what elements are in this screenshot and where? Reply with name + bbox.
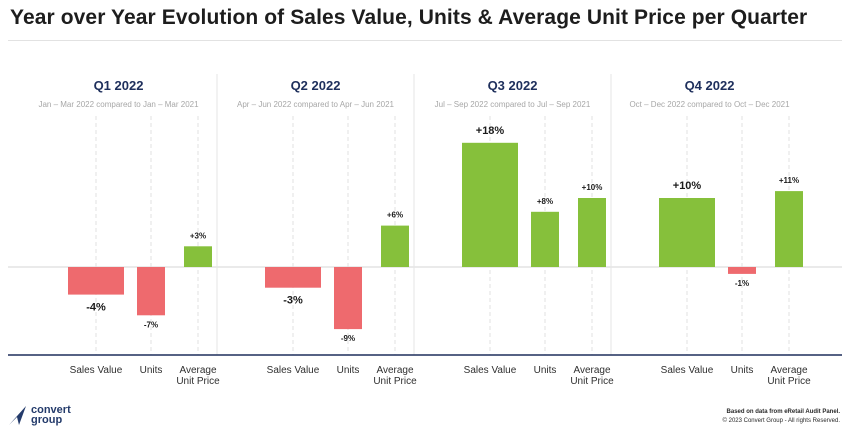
data-label: -3% xyxy=(283,295,303,307)
bar-units xyxy=(728,267,756,274)
data-label: +8% xyxy=(537,197,553,206)
data-label: +10% xyxy=(582,183,603,192)
category-label: Sales Value xyxy=(267,365,320,376)
bar-units xyxy=(334,267,362,330)
footer: Based on data from eRetail Audit Panel. … xyxy=(723,408,840,426)
category-label: Units xyxy=(337,365,360,376)
data-label: -4% xyxy=(86,302,106,314)
bar-average-unit-price xyxy=(184,246,212,267)
data-label: +10% xyxy=(673,180,702,192)
data-label: -1% xyxy=(735,279,749,288)
bar-sales-value xyxy=(659,198,715,267)
data-label: -9% xyxy=(341,334,355,343)
data-label: +18% xyxy=(476,125,505,137)
quarter-title: Q2 2022 xyxy=(291,78,341,93)
quarter-title: Q3 2022 xyxy=(488,78,538,93)
bar-average-unit-price xyxy=(578,198,606,267)
category-label: Average xyxy=(179,365,217,376)
category-label: Average xyxy=(376,365,414,376)
data-label: -7% xyxy=(144,320,158,329)
data-label: +3% xyxy=(190,231,206,240)
footer-copyright: © 2023 Convert Group - All rights Reserv… xyxy=(722,418,840,424)
quarter-title: Q4 2022 xyxy=(685,78,735,93)
bar-sales-value xyxy=(462,142,518,267)
category-label: Average xyxy=(573,365,611,376)
bar-sales-value xyxy=(68,267,124,295)
category-label: Average xyxy=(770,365,808,376)
category-label: Sales Value xyxy=(70,365,123,376)
bar-sales-value xyxy=(265,267,321,288)
category-label: Units xyxy=(140,365,163,376)
category-label: Sales Value xyxy=(464,365,517,376)
category-label: Units xyxy=(534,365,557,376)
category-label: Unit Price xyxy=(767,376,811,387)
category-label: Unit Price xyxy=(373,376,417,387)
footer-source: Based on data from eRetail Audit Panel. xyxy=(726,409,840,415)
quarter-subtitle: Jul – Sep 2022 compared to Jul – Sep 202… xyxy=(435,100,591,109)
category-label: Unit Price xyxy=(176,376,220,387)
data-label: +11% xyxy=(779,176,799,185)
logo-line-2: group xyxy=(31,414,63,426)
bar-average-unit-price xyxy=(381,225,409,267)
title-divider xyxy=(8,40,842,41)
bar-units xyxy=(531,211,559,267)
data-label: +6% xyxy=(387,211,403,220)
quarter-subtitle: Apr – Jun 2022 compared to Apr – Jun 202… xyxy=(237,100,395,109)
quarter-subtitle: Jan – Mar 2022 compared to Jan – Mar 202… xyxy=(38,100,199,109)
quarter-subtitle: Oct – Dec 2022 compared to Oct – Dec 202… xyxy=(629,100,790,109)
convert-group-logo: convert group xyxy=(8,404,71,426)
arrow-pointer-icon xyxy=(9,406,26,425)
bar-average-unit-price xyxy=(775,191,803,267)
logo-line-1: convert xyxy=(31,404,71,416)
category-label: Sales Value xyxy=(661,365,714,376)
bar-units xyxy=(137,267,165,316)
quarter-title: Q1 2022 xyxy=(94,78,144,93)
category-label: Units xyxy=(731,365,754,376)
chart-title: Year over Year Evolution of Sales Value,… xyxy=(10,6,808,29)
category-label: Unit Price xyxy=(570,376,614,387)
